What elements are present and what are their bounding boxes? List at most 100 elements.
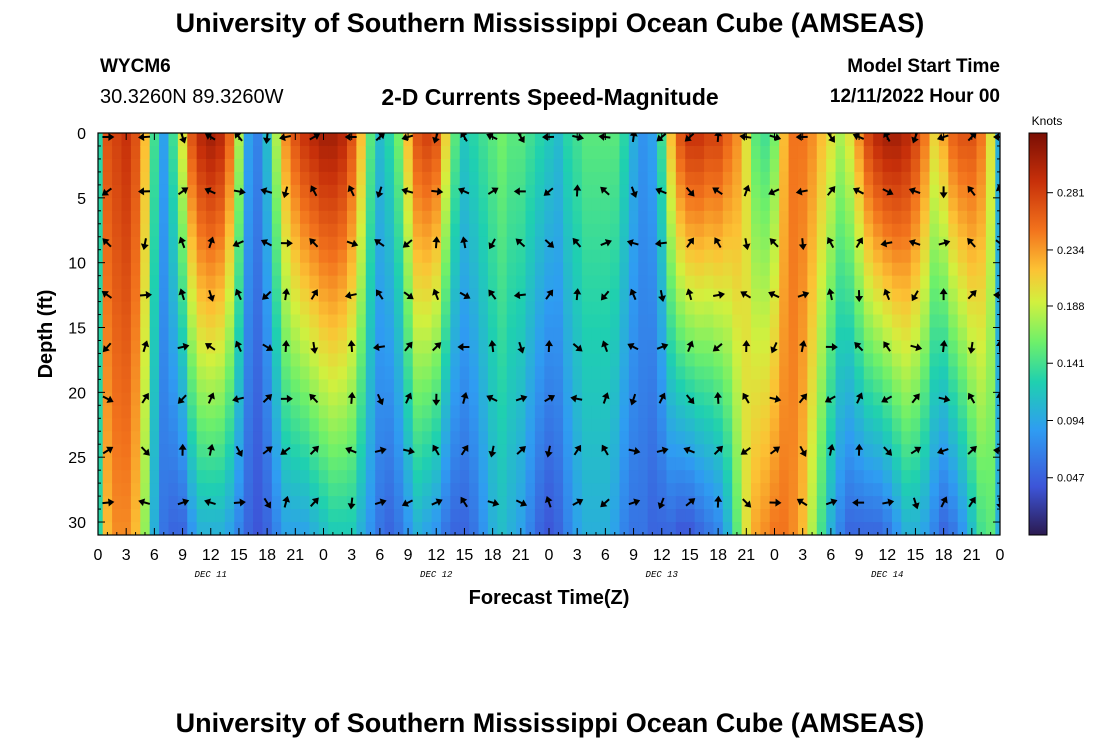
heatmap-cell: [638, 236, 649, 251]
heatmap-cell: [600, 470, 611, 484]
heatmap-cell: [788, 262, 799, 277]
heatmap-cell: [98, 509, 104, 523]
current-arrow: [883, 288, 891, 301]
heatmap-cell: [751, 522, 762, 535]
heatmap-cell: [891, 483, 902, 497]
heatmap-cell: [666, 158, 677, 173]
heatmap-cell: [234, 509, 245, 523]
heatmap-cell: [572, 509, 583, 523]
heatmap-cell: [826, 418, 837, 432]
heatmap-cell: [826, 197, 837, 212]
heatmap-cell: [844, 275, 855, 290]
current-arrow: [309, 393, 319, 404]
heatmap-cell: [206, 327, 217, 342]
heatmap-cell: [290, 236, 301, 251]
heatmap-cell: [440, 249, 451, 264]
heatmap-cell: [722, 223, 733, 238]
heatmap-cell: [722, 470, 733, 484]
heatmap-cell: [365, 197, 376, 212]
heatmap-cell: [910, 327, 921, 342]
heatmap-cell: [901, 522, 912, 535]
heatmap-cell: [600, 262, 611, 277]
heatmap-cell: [741, 262, 752, 277]
heatmap-cell: [948, 353, 959, 368]
heatmap-cell: [826, 457, 837, 471]
heatmap-cell: [450, 483, 461, 497]
heatmap-cell: [732, 210, 743, 225]
heatmap-cell: [854, 327, 865, 342]
heatmap-cell: [751, 288, 762, 303]
heatmap-cell: [797, 223, 808, 238]
heatmap-cell: [891, 496, 902, 510]
heatmap-cell: [995, 197, 1000, 212]
heatmap-cell: [581, 223, 592, 238]
heatmap-cell: [920, 184, 931, 199]
heatmap-cell: [807, 392, 818, 406]
heatmap-cell: [469, 327, 480, 342]
heatmap-cell: [98, 197, 104, 212]
heatmap-cell: [863, 366, 874, 380]
heatmap-cell: [393, 418, 404, 432]
heatmap-cell: [112, 366, 123, 380]
x-tick-label: 3: [347, 547, 356, 564]
heatmap-cell: [572, 301, 583, 316]
heatmap-cell: [741, 223, 752, 238]
heatmap-cell: [262, 158, 273, 173]
heatmap-cell: [431, 483, 442, 497]
heatmap-cell: [760, 457, 771, 471]
heatmap-cell: [722, 133, 733, 147]
heatmap-cell: [215, 223, 226, 238]
heatmap-cell: [112, 197, 123, 212]
x-tick-label: 15: [230, 547, 248, 564]
heatmap-cell: [948, 197, 959, 212]
heatmap-cell: [976, 145, 987, 160]
heatmap-cell: [948, 327, 959, 342]
heatmap-cell: [290, 327, 301, 342]
heatmap-cell: [290, 145, 301, 160]
heatmap-cell: [525, 496, 536, 510]
heatmap-cell: [797, 418, 808, 432]
current-arrow: [769, 395, 782, 403]
heatmap-cell: [929, 431, 940, 445]
heatmap-cell: [300, 444, 311, 458]
heatmap-cell: [121, 392, 132, 406]
heatmap-cell: [262, 366, 273, 380]
heatmap-cell: [365, 444, 376, 458]
heatmap-cell: [816, 288, 827, 303]
heatmap-cell: [318, 223, 329, 238]
heatmap-cell: [253, 314, 264, 329]
heatmap-cell: [469, 405, 480, 419]
heatmap-cell: [243, 366, 254, 380]
heatmap-cell: [797, 145, 808, 160]
heatmap-cell: [112, 171, 123, 186]
heatmap-cell: [431, 262, 442, 277]
heatmap-cell: [844, 509, 855, 523]
heatmap-cell: [215, 366, 226, 380]
heatmap-cell: [882, 158, 893, 173]
heatmap-cell: [610, 405, 621, 419]
heatmap-cell: [168, 197, 179, 212]
heatmap-cell: [149, 353, 160, 368]
heatmap-cell: [797, 470, 808, 484]
heatmap-cell: [196, 288, 207, 303]
heatmap-cell: [779, 483, 790, 497]
heatmap-cell: [666, 509, 677, 523]
heatmap-cell: [891, 366, 902, 380]
heatmap-cell: [177, 418, 188, 432]
heatmap-cell: [835, 275, 846, 290]
heatmap-cell: [328, 145, 339, 160]
model-start-label: Model Start Time: [847, 56, 1000, 77]
heatmap-cell: [967, 262, 978, 277]
heatmap-cell: [788, 145, 799, 160]
heatmap-cell: [891, 197, 902, 212]
heatmap-cell: [102, 314, 113, 329]
heatmap-cell: [751, 236, 762, 251]
heatmap-cell: [234, 197, 245, 212]
heatmap-cell: [816, 223, 827, 238]
heatmap-cell: [619, 379, 630, 393]
heatmap-cell: [591, 457, 602, 471]
heatmap-cell: [591, 236, 602, 251]
heatmap-cell: [224, 496, 235, 510]
heatmap-cell: [779, 223, 790, 238]
